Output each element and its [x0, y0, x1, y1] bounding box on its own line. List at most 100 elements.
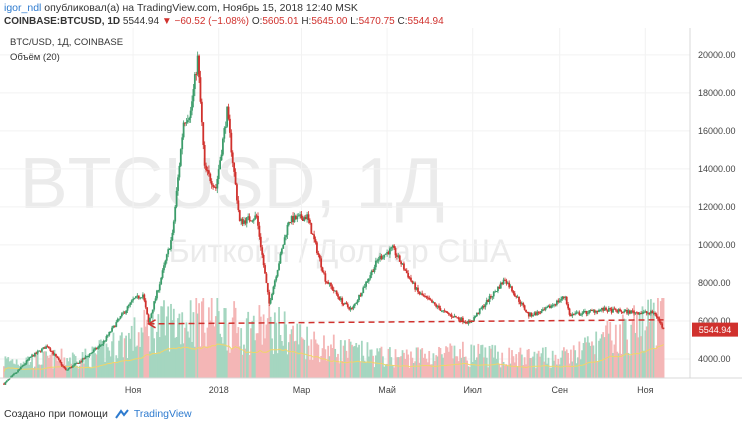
volume-bar [655, 345, 658, 378]
candle-body [485, 300, 488, 305]
candle-body [29, 356, 32, 358]
candle-body [591, 309, 593, 311]
candle-body [168, 249, 171, 251]
candle-body [490, 296, 492, 298]
candle-body [143, 294, 146, 301]
volume-bar [436, 356, 439, 378]
volume-bar [582, 343, 585, 378]
candle-body [293, 215, 296, 223]
volume-bar [231, 317, 234, 378]
candle-body [519, 301, 522, 305]
support-line-arrow [147, 319, 156, 329]
volume-bar [55, 354, 57, 378]
candle-body [230, 132, 233, 153]
candle-body [422, 295, 425, 297]
volume-bar [186, 331, 189, 378]
volume-bar [178, 313, 181, 378]
candle-body [130, 300, 133, 303]
volume-bar [356, 347, 359, 378]
volume-bar [652, 302, 655, 378]
candle-body [25, 360, 28, 364]
candle-body [70, 367, 73, 369]
tradingview-logo[interactable]: TradingView [114, 408, 192, 420]
candle-body [655, 314, 658, 317]
volume-bar [223, 308, 226, 378]
candle-body [560, 299, 563, 301]
candle-body [116, 319, 119, 323]
volume-bar [8, 361, 11, 378]
volume-bar [91, 346, 94, 378]
author-link[interactable]: igor_ndl [4, 2, 42, 14]
candle-body [414, 282, 417, 290]
volume-bar [278, 307, 280, 378]
candle-body [558, 300, 561, 303]
candle-body [156, 290, 158, 299]
candle-body [60, 362, 63, 366]
chart-background [0, 28, 742, 404]
volume-bar [605, 325, 607, 378]
candle-body [614, 309, 617, 311]
watermark-name: Биткойн / Доллар США [169, 233, 512, 269]
volume-bar [195, 298, 198, 378]
candle-body [252, 219, 255, 221]
candle-body [160, 277, 163, 285]
volume-bar [207, 307, 210, 378]
candle-body [199, 77, 202, 102]
candle-body [497, 286, 499, 292]
candle-body [404, 269, 407, 271]
volume-bar [243, 344, 245, 378]
open-label: O: [251, 16, 263, 27]
candle-body [188, 118, 191, 121]
volume-bar [483, 357, 485, 378]
volume-bar [119, 335, 122, 378]
volume-bar [348, 339, 351, 378]
volume-bar [220, 337, 223, 378]
candle-body [330, 282, 332, 287]
candle-body [222, 138, 224, 155]
volume-bar [149, 351, 151, 378]
volume-bar [339, 340, 342, 378]
candle-body [157, 290, 160, 292]
candle-body [57, 357, 60, 360]
volume-bar [606, 320, 609, 378]
candle-body [42, 347, 45, 349]
candle-body [303, 217, 306, 221]
volume-bar [561, 350, 564, 378]
candle-body [547, 305, 550, 308]
candle-body [355, 302, 358, 304]
candle-body [386, 252, 388, 254]
volume-bar [600, 334, 603, 378]
volume-bar [425, 358, 428, 378]
candle-body [144, 300, 147, 308]
volume-bar [335, 357, 338, 378]
price-chart[interactable]: BTCUSD, 1Д Биткойн / Доллар США 4000.006… [0, 28, 742, 404]
volume-bar [314, 339, 317, 378]
volume-bar [574, 350, 577, 378]
candle-body [192, 89, 195, 102]
volume-bar [3, 366, 5, 378]
y-tick-label: 18000.00 [698, 88, 736, 98]
volume-bar [585, 342, 588, 378]
volume-bar [650, 299, 652, 378]
candle-body [411, 280, 414, 283]
candle-body [94, 348, 97, 350]
support-line[interactable] [148, 319, 664, 325]
candle-body [5, 380, 8, 383]
volume-bar [617, 353, 620, 378]
candle-body [638, 313, 641, 315]
candle-body [193, 74, 196, 90]
volume-bar [167, 306, 170, 378]
candle-body [398, 255, 401, 262]
volume-bar [644, 330, 647, 378]
volume-bar [136, 345, 139, 378]
candle-body [540, 310, 543, 314]
volume-bar [551, 350, 554, 378]
volume-bar [106, 347, 109, 378]
candle-body [87, 356, 90, 358]
candle-body [584, 310, 586, 312]
candle-body [297, 215, 300, 217]
candle-body [365, 281, 367, 287]
candle-body [436, 305, 439, 307]
volume-bar [638, 312, 641, 378]
candle-body [66, 369, 69, 371]
